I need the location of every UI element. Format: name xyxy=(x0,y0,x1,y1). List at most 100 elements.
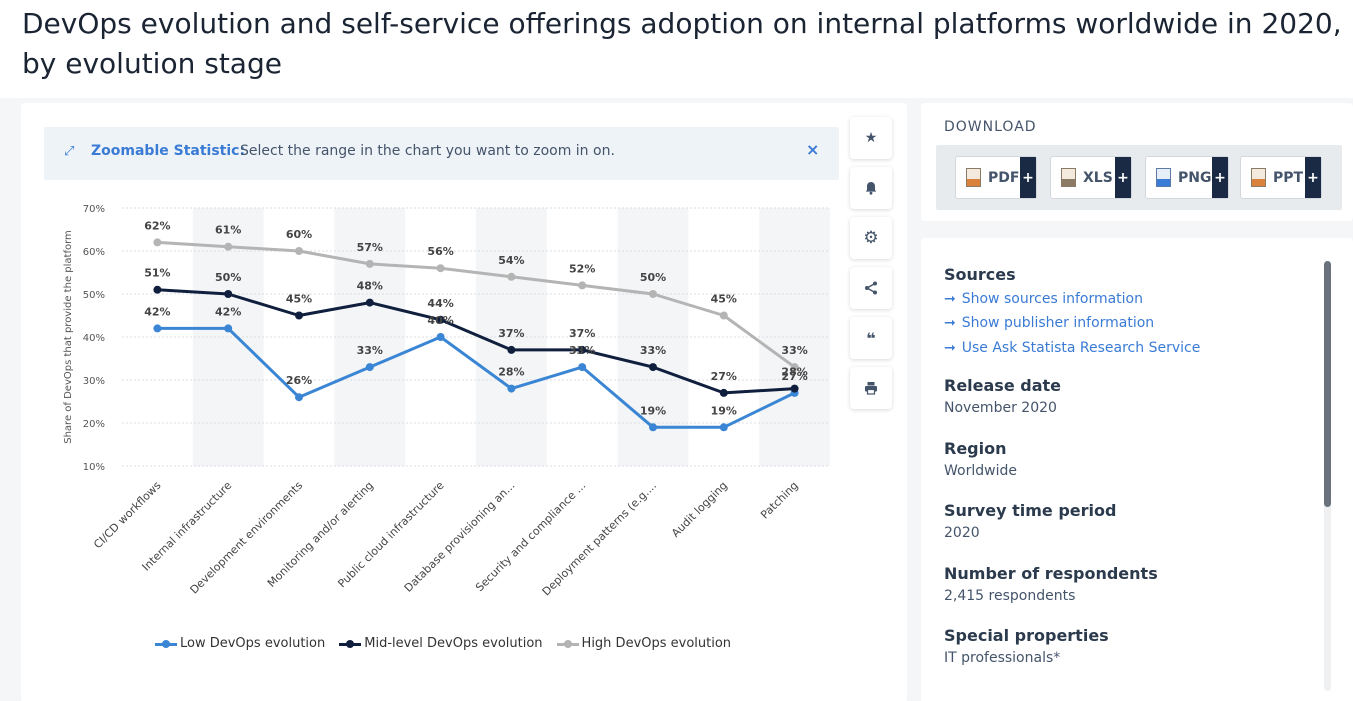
chart-legend: Low DevOps evolution Mid-level DevOps ev… xyxy=(155,636,745,651)
download-png-label: PNG xyxy=(1178,169,1212,186)
data-point xyxy=(295,393,303,402)
data-label: 33% xyxy=(569,344,595,357)
special-properties-value: IT professionals* xyxy=(944,650,1061,666)
data-label: 51% xyxy=(144,267,170,280)
x-tick-label: CI/CD workflows xyxy=(91,479,164,552)
data-label: 19% xyxy=(711,404,737,417)
cite-button[interactable]: ❝ xyxy=(850,317,892,359)
data-point xyxy=(365,363,374,372)
data-point xyxy=(295,247,303,255)
data-label: 52% xyxy=(569,262,595,275)
plus-icon: + xyxy=(1212,157,1228,198)
sources-heading: Sources xyxy=(944,265,1016,284)
close-icon[interactable]: × xyxy=(806,140,820,159)
data-point xyxy=(578,345,587,354)
favorite-button[interactable]: ★ xyxy=(850,117,892,159)
legend-item-high[interactable]: High DevOps evolution xyxy=(556,636,731,651)
download-xls-button[interactable]: XLS + xyxy=(1050,156,1132,199)
data-point xyxy=(365,298,374,307)
release-date-section: Release date November 2020 xyxy=(944,376,1061,416)
data-point xyxy=(649,363,657,372)
print-button[interactable] xyxy=(850,367,892,409)
special-properties-section: Special properties IT professionals* xyxy=(944,626,1109,666)
data-label: 48% xyxy=(357,280,383,293)
plus-icon: + xyxy=(1115,157,1131,198)
legend-swatch-low xyxy=(155,638,177,650)
data-point xyxy=(224,324,233,333)
ask-statista-label: Use Ask Statista Research Service xyxy=(961,340,1201,356)
data-label: 40% xyxy=(427,314,453,327)
download-ppt-button[interactable]: PPT + xyxy=(1240,156,1322,199)
data-label: 45% xyxy=(286,293,312,306)
data-label: 28% xyxy=(781,366,807,379)
respondents-heading: Number of respondents xyxy=(944,564,1158,583)
release-date-heading: Release date xyxy=(944,376,1061,395)
special-properties-heading: Special properties xyxy=(944,626,1109,645)
x-tick-label: Deployment patterns (e.g.... xyxy=(540,479,659,598)
data-point xyxy=(649,290,657,298)
pdf-file-icon xyxy=(966,168,981,187)
release-date-value: November 2020 xyxy=(944,400,1057,416)
data-point xyxy=(436,333,445,341)
data-point xyxy=(790,363,799,372)
data-label: 50% xyxy=(640,271,666,284)
data-point xyxy=(224,290,233,298)
legend-item-low[interactable]: Low DevOps evolution xyxy=(155,636,325,651)
show-sources-link[interactable]: ➞ Show sources information xyxy=(944,291,1143,307)
legend-label-low: Low DevOps evolution xyxy=(180,636,326,651)
region-value: Worldwide xyxy=(944,463,1017,479)
show-publisher-label: Show publisher information xyxy=(961,315,1155,331)
notification-button[interactable] xyxy=(850,167,892,209)
data-point xyxy=(507,384,516,393)
arrow-right-icon: ➞ xyxy=(944,340,956,356)
survey-period-heading: Survey time period xyxy=(944,501,1117,520)
zoom-banner: ⤢ Zoomable Statistic: Select the range i… xyxy=(44,127,839,180)
y-tick-label: 20% xyxy=(83,419,105,430)
show-publisher-link[interactable]: ➞ Show publisher information xyxy=(944,315,1154,331)
data-point xyxy=(153,285,162,294)
settings-button[interactable]: ⚙ xyxy=(850,217,892,259)
data-point xyxy=(578,281,587,290)
data-point xyxy=(436,264,445,273)
legend-item-mid[interactable]: Mid-level DevOps evolution xyxy=(339,636,543,651)
y-tick-label: 40% xyxy=(83,333,105,344)
ask-statista-link[interactable]: ➞ Use Ask Statista Research Service xyxy=(944,340,1200,356)
data-label: 62% xyxy=(144,219,170,232)
data-label: 57% xyxy=(357,241,383,254)
share-button[interactable] xyxy=(850,267,892,309)
legend-swatch-high xyxy=(556,638,579,650)
scrollbar-thumb[interactable] xyxy=(1324,261,1331,507)
x-tick-label: Development environments xyxy=(187,479,305,597)
series-line xyxy=(157,326,796,429)
legend-swatch-mid xyxy=(339,638,362,650)
data-label: 27% xyxy=(781,370,807,383)
expand-icon: ⤢ xyxy=(64,144,75,159)
data-label: 60% xyxy=(286,228,312,241)
data-label: 61% xyxy=(215,224,241,237)
sources-section: Sources xyxy=(944,265,1016,284)
download-pdf-button[interactable]: PDF + xyxy=(955,156,1037,199)
plus-icon: + xyxy=(1305,157,1321,198)
series-line xyxy=(157,288,795,395)
data-label: 45% xyxy=(711,293,737,306)
arrow-right-icon: ➞ xyxy=(944,315,956,331)
series-line xyxy=(157,240,796,369)
line-chart[interactable]: 10% 20% 30% 40% 50% 60% 70% Share of DevOps tha… xyxy=(44,196,844,636)
download-xls-label: XLS xyxy=(1083,169,1113,186)
data-label: 33% xyxy=(357,344,383,357)
column-band xyxy=(617,208,689,466)
data-label: 42% xyxy=(144,305,170,318)
y-axis-label: Share of DevOps that provide the platfor… xyxy=(63,230,74,444)
gear-icon: ⚙ xyxy=(863,228,879,248)
y-tick-label: 10% xyxy=(83,462,105,473)
download-png-button[interactable]: PNG + xyxy=(1145,156,1229,199)
data-point xyxy=(153,324,162,333)
x-tick-label: Audit logging xyxy=(669,479,730,540)
data-label: 27% xyxy=(711,370,737,383)
page-title: DevOps evolution and self-service offeri… xyxy=(22,4,1342,84)
region-section: Region Worldwide xyxy=(944,439,1017,479)
data-point xyxy=(719,311,728,320)
survey-period-value: 2020 xyxy=(944,525,980,541)
data-point xyxy=(436,315,445,324)
data-point xyxy=(790,384,799,393)
